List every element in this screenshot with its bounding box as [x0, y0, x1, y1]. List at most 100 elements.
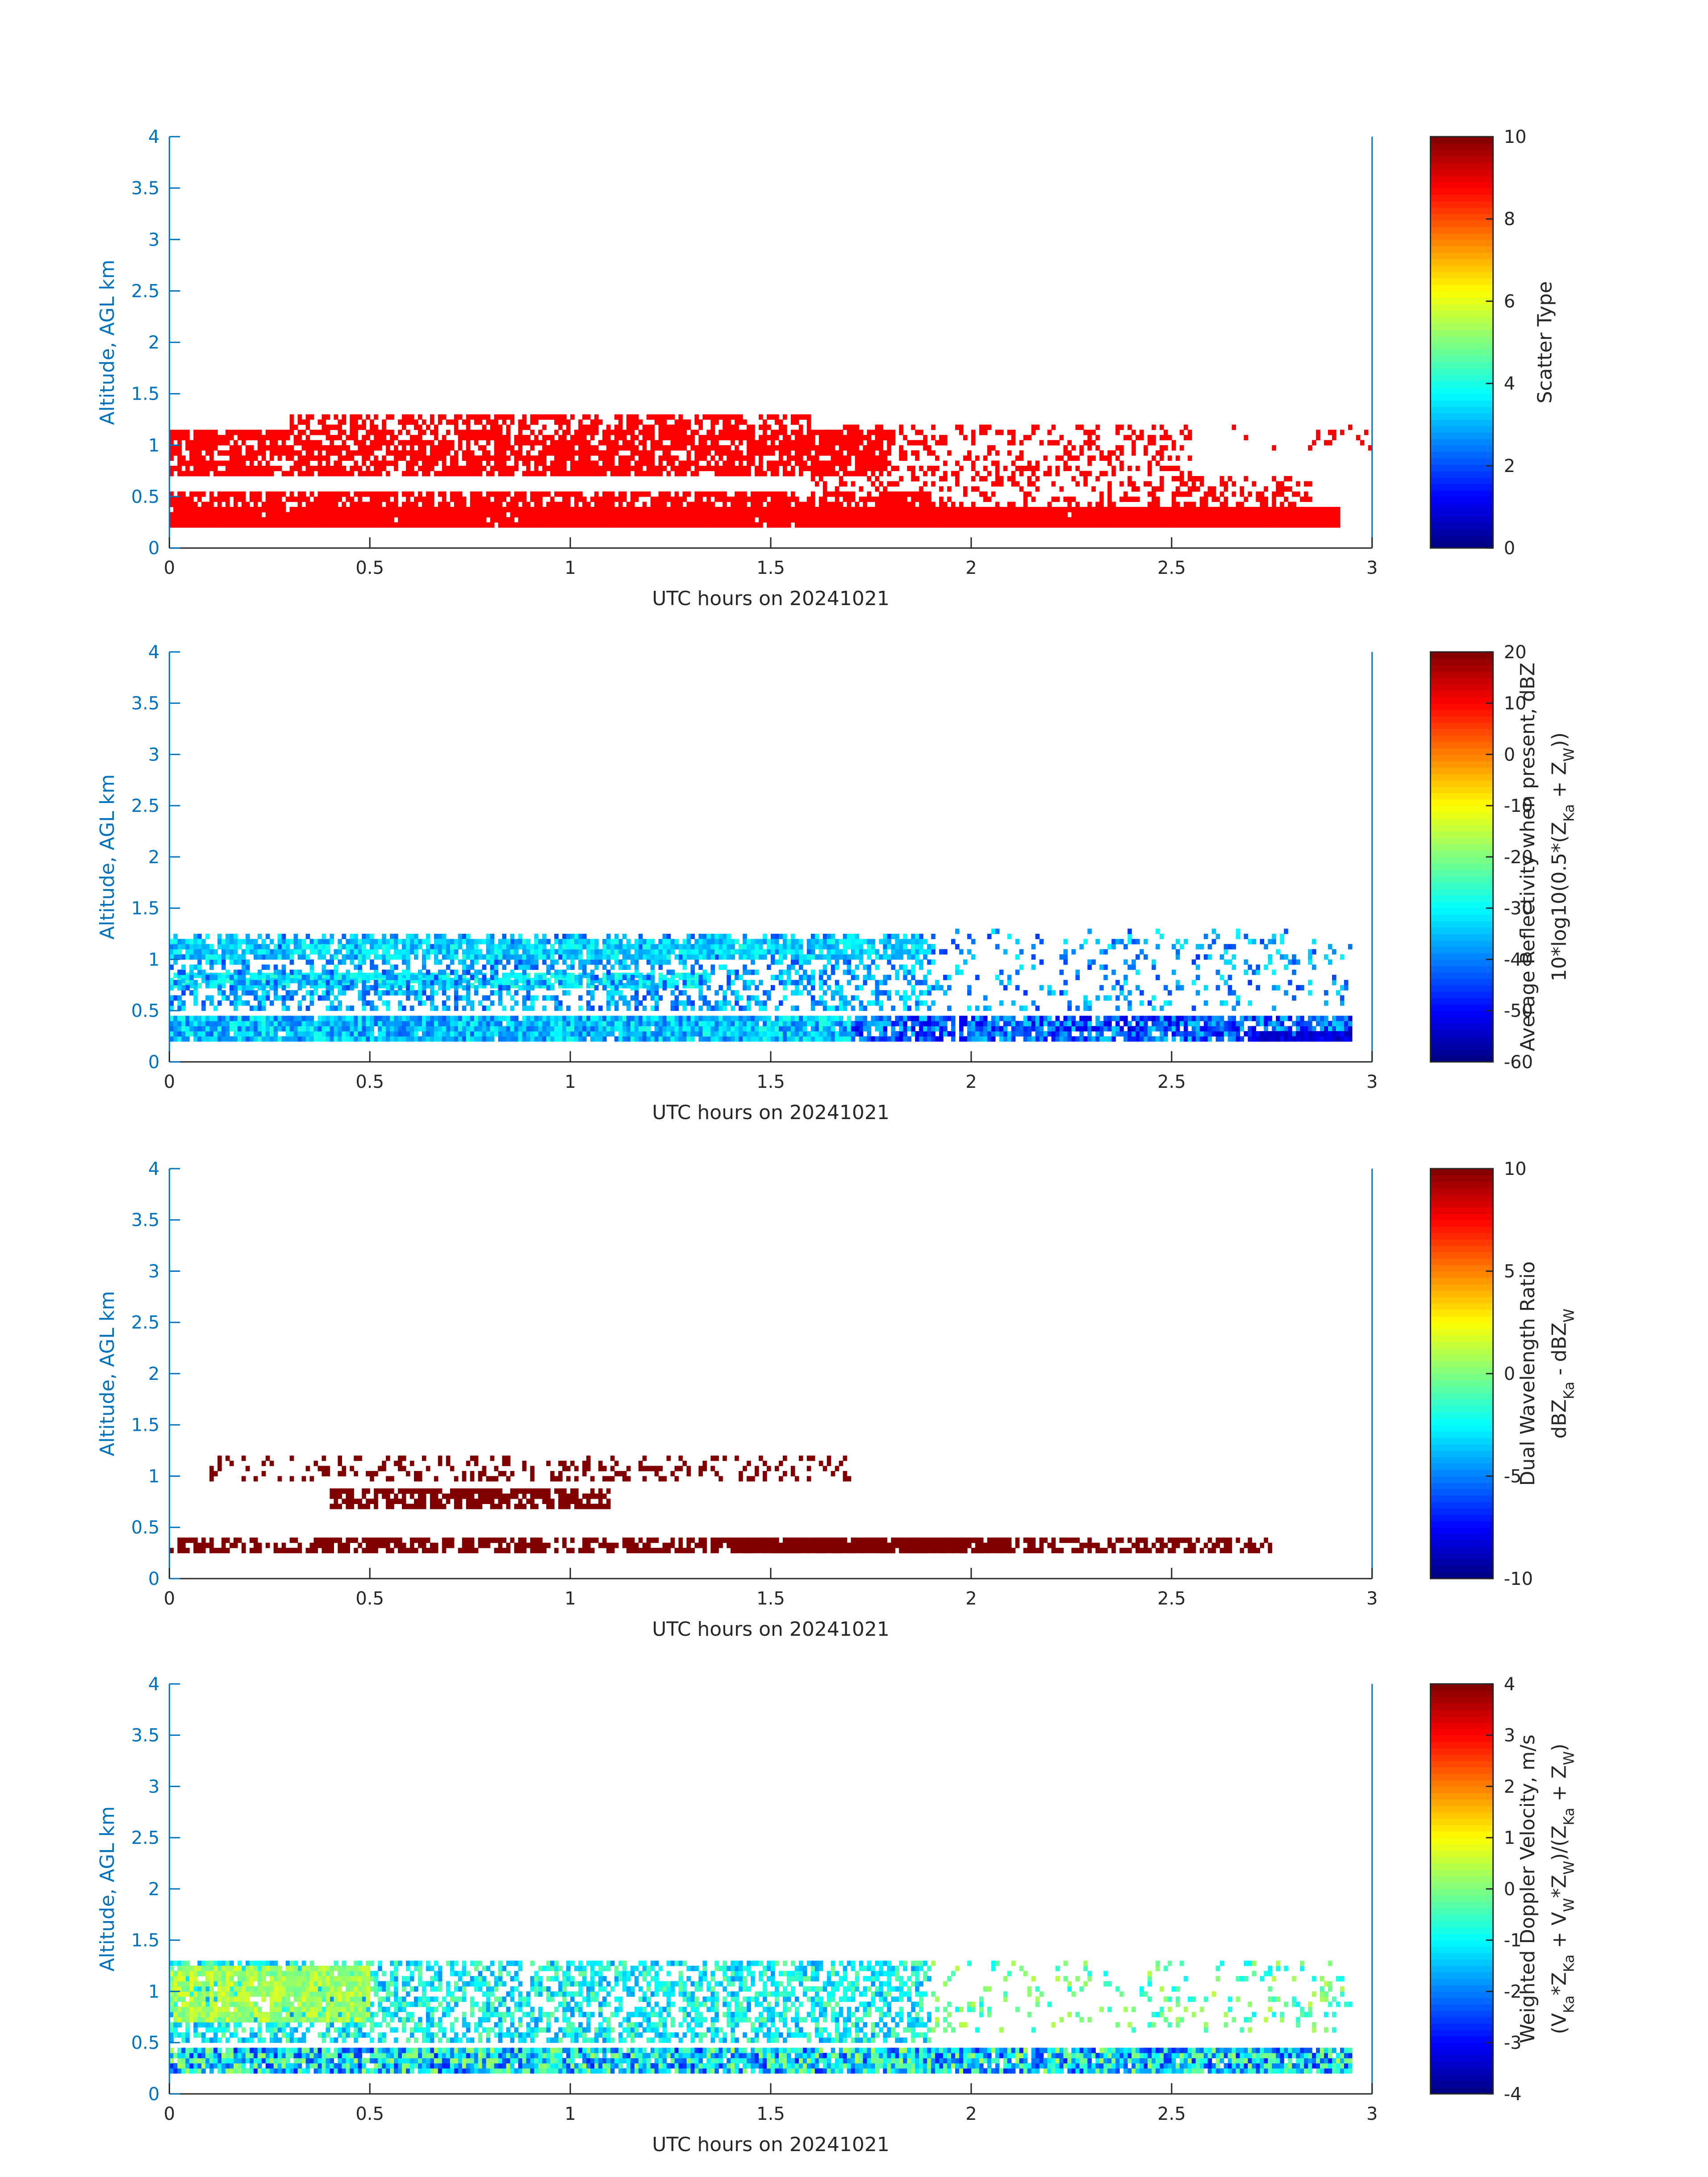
colorbar-segment — [1430, 387, 1493, 394]
heatmap-cell — [666, 491, 671, 497]
heatmap-cell — [975, 1036, 980, 1042]
heatmap-cell — [602, 440, 607, 446]
heatmap-cell — [1148, 501, 1152, 507]
heatmap-cell — [1051, 1036, 1056, 1042]
heatmap-cell — [273, 517, 278, 523]
heatmap-cell — [987, 512, 992, 518]
heatmap-cell — [390, 512, 394, 518]
heatmap-cell — [794, 517, 799, 523]
heatmap-cell — [1015, 512, 1020, 518]
colorbar-segment — [1430, 393, 1493, 401]
heatmap-cell — [1316, 435, 1320, 440]
heatmap-cell — [670, 1026, 675, 1032]
heatmap-cell — [879, 1036, 883, 1042]
heatmap-cell — [863, 507, 868, 513]
heatmap-cell — [999, 476, 1004, 482]
heatmap-cell — [875, 455, 880, 461]
heatmap-cell — [798, 1015, 803, 1021]
heatmap-cell — [1071, 1021, 1076, 1027]
heatmap-cell — [1111, 517, 1116, 523]
heatmap-cell — [350, 455, 354, 461]
heatmap-cell — [181, 455, 186, 461]
heatmap-cell — [626, 1021, 631, 1027]
heatmap-cell — [1023, 1015, 1028, 1021]
heatmap-cell — [542, 1026, 547, 1032]
heatmap-cell — [490, 466, 495, 472]
heatmap-cell — [1107, 507, 1112, 513]
heatmap-cell — [326, 491, 330, 497]
heatmap-cell — [1203, 491, 1208, 497]
colorbar-segment — [1430, 317, 1493, 324]
heatmap-cell — [1159, 522, 1164, 528]
heatmap-cell — [843, 1031, 848, 1037]
heatmap-cell — [442, 507, 447, 513]
heatmap-cell — [1148, 460, 1152, 466]
heatmap-cell — [1183, 435, 1188, 440]
heatmap-cell — [618, 466, 623, 472]
heatmap-cell — [197, 450, 202, 456]
heatmap-cell — [546, 517, 551, 523]
heatmap-cell — [261, 1026, 266, 1032]
heatmap-cell — [354, 1031, 358, 1037]
heatmap-cell — [582, 445, 587, 451]
heatmap-cell — [1051, 517, 1056, 523]
heatmap-cell — [1211, 512, 1216, 518]
heatmap-cell — [342, 522, 346, 528]
heatmap-cell — [731, 497, 735, 502]
heatmap-cell — [209, 1026, 214, 1032]
heatmap-cell — [582, 1021, 587, 1027]
heatmap-cell — [386, 440, 390, 446]
heatmap-cell — [1031, 1036, 1036, 1042]
heatmap-cell — [967, 1021, 972, 1027]
heatmap-cell — [851, 440, 856, 446]
heatmap-cell — [265, 460, 270, 466]
heatmap-cell — [205, 466, 210, 472]
heatmap-cell — [694, 501, 699, 507]
heatmap-cell — [1119, 424, 1124, 430]
heatmap-cell — [939, 501, 944, 507]
heatmap-cell — [566, 1036, 571, 1042]
heatmap-cell — [558, 501, 563, 507]
heatmap-cell — [370, 1031, 374, 1037]
heatmap-cell — [538, 517, 543, 523]
heatmap-cell — [514, 501, 518, 507]
heatmap-cell — [173, 445, 178, 451]
heatmap-cell — [386, 1031, 390, 1037]
heatmap-cell — [610, 517, 615, 523]
heatmap-cell — [293, 424, 298, 430]
heatmap-cell — [518, 1026, 522, 1032]
heatmap-cell — [498, 430, 503, 435]
heatmap-cell — [759, 450, 763, 456]
heatmap-cell — [289, 455, 294, 461]
heatmap-cell — [666, 497, 671, 502]
heatmap-cell — [867, 517, 872, 523]
heatmap-cell — [943, 471, 948, 476]
heatmap-cell — [285, 471, 290, 476]
heatmap-cell — [322, 522, 326, 528]
heatmap-cell — [702, 512, 707, 518]
heatmap-cell — [209, 501, 214, 507]
heatmap-cell — [1280, 522, 1284, 528]
heatmap-cell — [346, 471, 350, 476]
heatmap-cell — [1111, 465, 1116, 471]
heatmap-cell — [1123, 517, 1128, 523]
heatmap-cell — [867, 522, 872, 528]
heatmap-cell — [1075, 424, 1080, 430]
heatmap-cell — [714, 440, 719, 446]
heatmap-cell — [205, 1015, 210, 1021]
heatmap-cell — [626, 517, 631, 523]
heatmap-cell — [843, 517, 848, 523]
heatmap-cell — [466, 471, 471, 476]
heatmap-cell — [706, 445, 711, 451]
heatmap-cell — [979, 491, 984, 497]
heatmap-cell — [931, 1026, 935, 1032]
heatmap-cell — [366, 414, 370, 420]
heatmap-cell — [454, 501, 459, 507]
heatmap-cell — [570, 414, 575, 420]
heatmap-cell — [951, 517, 956, 523]
heatmap-cell — [1260, 517, 1264, 523]
heatmap-cell — [362, 517, 366, 523]
heatmap-cell — [622, 440, 627, 446]
heatmap-cell — [297, 440, 302, 446]
heatmap-cell — [305, 1031, 310, 1037]
